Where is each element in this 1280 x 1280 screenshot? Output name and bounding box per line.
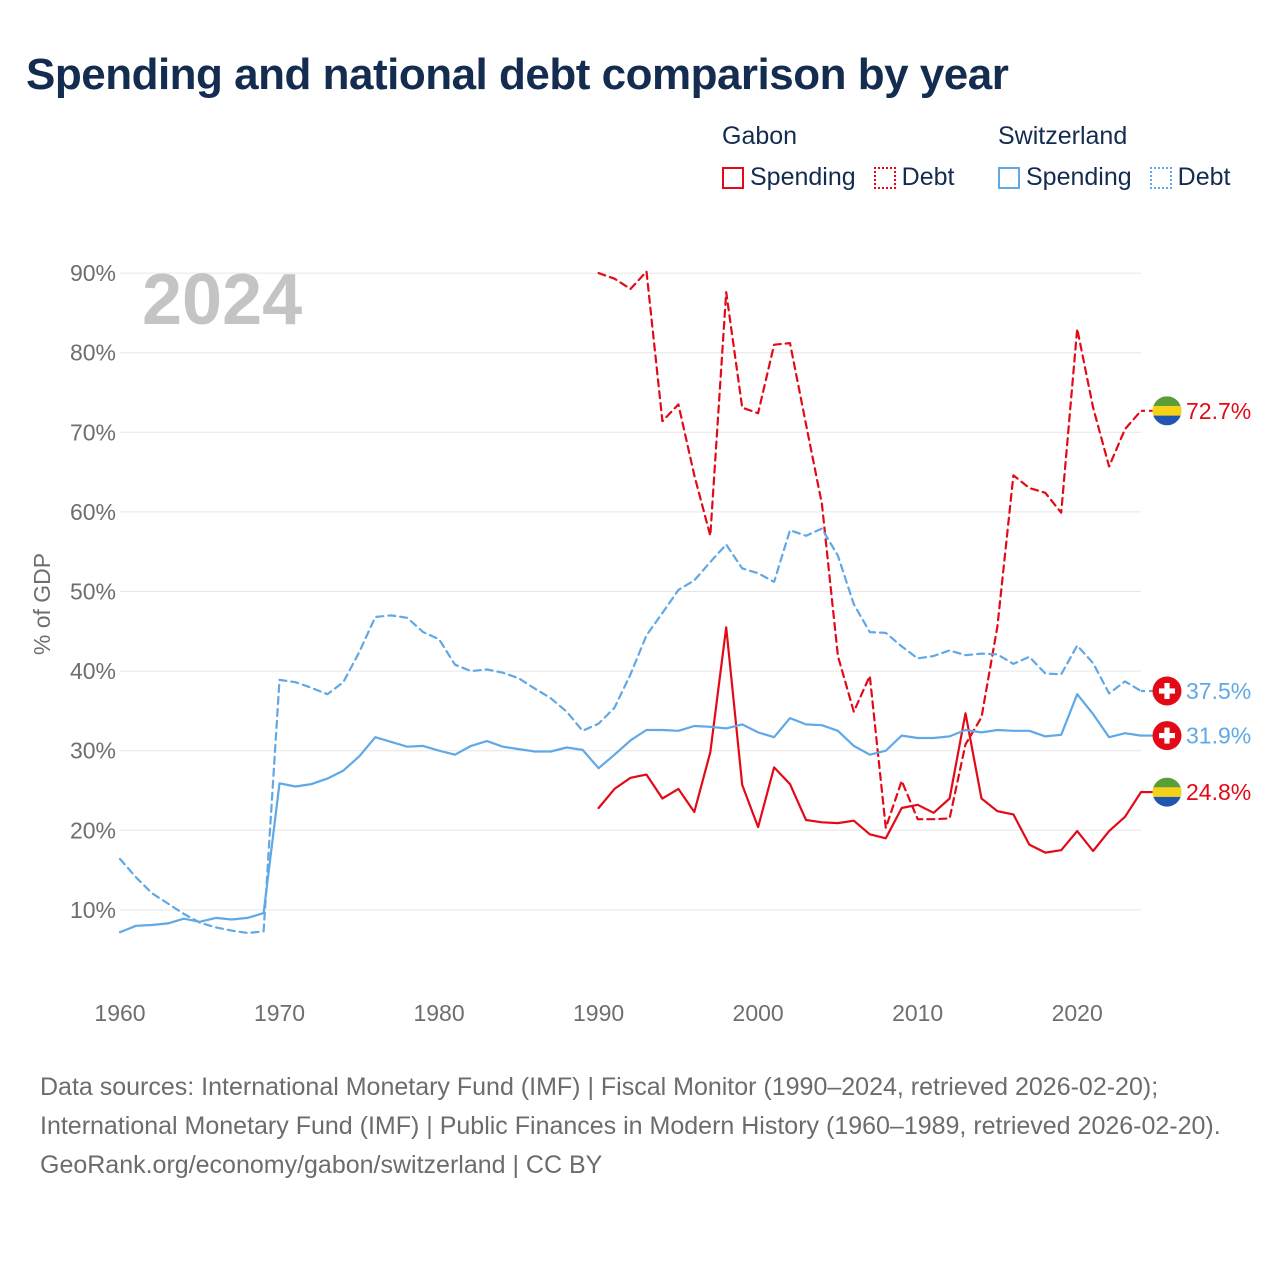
x-tick-label: 2000 [733,1000,784,1026]
gabon-flag-icon [1152,777,1182,807]
legend-gabon-debt[interactable]: Debt [873,163,955,192]
series-line-gabon-debt [597,270,1143,829]
footer-credit[interactable]: GeoRank.org/economy/gabon/switzerland | … [40,1151,603,1179]
chart-plot: 10% 20% 30% 40% 50% 60% 70% 80% 90% 1960 1970 1980 1… [29,260,1251,1026]
x-tick-label: 1990 [573,1000,624,1026]
legend-switzerland-debt-label: Debt [1177,163,1231,191]
y-tick-label: 80% [70,340,116,366]
footer: Data sources: International Monetary Fun… [40,1068,1240,1185]
gabon-flag-icon [1152,396,1182,426]
y-axis-title: % of GDP [29,553,55,655]
legend-gabon-spending-label: Spending [750,163,856,191]
series-line-switzerland-spending [118,693,1143,934]
end-label-gabon-debt: 72.7% [1186,398,1251,424]
legend-swatch-switzerland-spending [998,166,1020,189]
y-tick-label: 30% [70,738,116,764]
legend-gabon-debt-label: Debt [901,163,955,191]
y-tick-label: 90% [70,260,116,286]
swiss-flag-icon [1152,721,1182,751]
end-label-switzerland-spending: 31.9% [1186,723,1251,749]
series-line-switzerland-debt [118,527,1143,935]
legend-gabon-spending[interactable]: Spending [722,163,856,192]
legend-switzerland-title: Switzerland [998,122,1128,150]
end-label-gabon-spending: 24.8% [1186,779,1251,805]
legend-swatch-gabon-debt [873,166,896,189]
x-tick-label: 1960 [94,1000,145,1026]
series-line-gabon-spending [597,626,1143,854]
y-tick-label: 40% [70,658,116,684]
legend-gabon: Gabon Spending Debt [722,122,954,192]
swiss-flag-icon [1152,676,1182,706]
x-tick-label: 1970 [254,1000,305,1026]
end-label-switzerland-debt: 37.5% [1186,678,1251,704]
y-tick-label: 70% [70,419,116,445]
chart-title: Spending and national debt comparison by… [26,50,1009,99]
legend-swatch-switzerland-debt [1149,166,1172,189]
legend-switzerland-debt[interactable]: Debt [1149,163,1231,192]
y-tick-label: 20% [70,817,116,843]
y-tick-label: 10% [70,897,116,923]
y-tick-label: 60% [70,499,116,525]
y-tick-label: 50% [70,579,116,605]
legend-swatch-gabon-spending [722,166,744,189]
legend-switzerland: Switzerland Spending Debt [998,122,1230,192]
year-label: 2024 [142,260,302,340]
legend-switzerland-spending[interactable]: Spending [998,163,1132,192]
legend-switzerland-spending-label: Spending [1026,163,1132,191]
x-tick-label: 2010 [892,1000,943,1026]
footer-source: Data sources: International Monetary Fun… [40,1073,1221,1140]
x-tick-label: 1980 [413,1000,464,1026]
x-tick-label: 2020 [1052,1000,1103,1026]
legend-gabon-title: Gabon [722,122,798,150]
